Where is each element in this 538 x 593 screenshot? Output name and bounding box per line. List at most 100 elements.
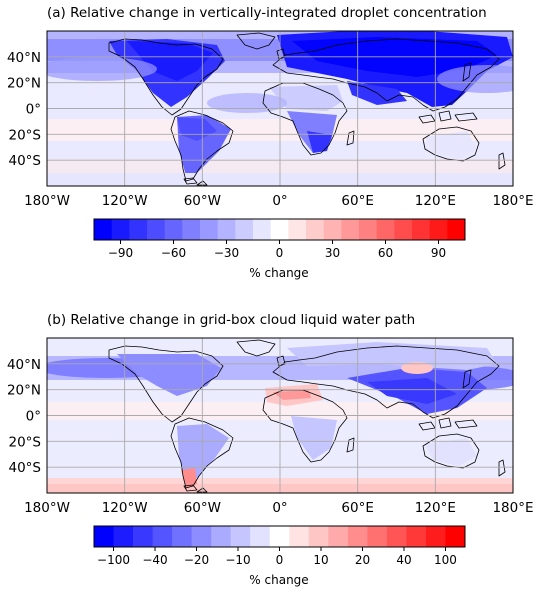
panel-a-colorbar-swatch: [164, 219, 183, 240]
panel-b-colorbar-tick-label: −40: [142, 553, 167, 567]
panel-b-colorbar-tick-label: 40: [396, 553, 411, 567]
panel-b-colorbar-swatch: [191, 526, 212, 547]
panel-b-y-tick-label: 20°N: [7, 383, 41, 399]
panel-b-colorbar-tick-label: 20: [355, 553, 370, 567]
panel-a-y-tick-label: 40°S: [9, 153, 42, 169]
panel-b-colorbar-tick-label: −10: [225, 553, 250, 567]
panel-b-y-tick-label: 20°S: [9, 434, 42, 450]
panel-a-x-tick-label: 120°E: [415, 193, 456, 209]
panel-a-x-tick-label: 180°E: [492, 193, 533, 209]
panel-b-colorbar-swatch: [211, 526, 232, 547]
panel-b-title: (b) Relative change in grid-box cloud li…: [47, 312, 415, 328]
panel-b-colorbar-swatch: [308, 526, 329, 547]
panel-a-x-tick-label: 180°W: [24, 193, 70, 209]
panel-a-colorbar-tick-label: 60: [378, 246, 393, 260]
panel-a-x-tick-label: 60°E: [341, 193, 373, 209]
panel-a-colorbar-label: % change: [249, 266, 308, 280]
panel-a: (a) Relative change in vertically-integr…: [7, 5, 534, 280]
panel-b-colorbar-swatch: [386, 526, 407, 547]
panel-b-colorbar: [93, 525, 466, 548]
panel-a-colorbar-ticks: −90 −60 −30 0 30 60 90: [108, 240, 446, 260]
panel-b-colorbar-swatch: [289, 526, 310, 547]
panel-b-y-tick-label: 40°S: [9, 460, 42, 476]
panel-b-map: [47, 338, 513, 493]
panel-a-colorbar-swatch: [341, 219, 360, 240]
panel-b-colorbar-swatch: [269, 526, 290, 547]
panel-b-colorbar-tick-label: 10: [313, 553, 328, 567]
panel-a-colorbar-swatch: [288, 219, 307, 240]
panel-a-colorbar-swatch: [94, 219, 113, 240]
panel-a-y-tick-label: 20°S: [9, 127, 42, 143]
panel-a-y-axis: 40°N 20°N 0° 20°S 40°S: [7, 50, 41, 169]
panel-a-colorbar-swatch: [147, 219, 166, 240]
panel-a-y-tick-label: 20°N: [7, 76, 41, 92]
panel-a-colorbar-swatch: [394, 219, 413, 240]
panel-a-colorbar-swatch: [111, 219, 130, 240]
panel-b-x-tick-label: 60°E: [341, 500, 373, 516]
panel-a-colorbar-tick-label: 90: [431, 246, 446, 260]
panel-b-frame: [46, 337, 514, 494]
panel-b-colorbar-tick-label: 0: [276, 553, 284, 567]
panel-b-x-tick-label: 120°W: [102, 500, 148, 516]
panel-b-x-tick-label: 120°E: [415, 500, 456, 516]
panel-b-colorbar-swatch: [152, 526, 173, 547]
panel-b-colorbar-swatch: [328, 526, 349, 547]
panel-a-x-tick-label: 120°W: [102, 193, 148, 209]
panel-a-colorbar-swatch: [412, 219, 431, 240]
panel-a-colorbar-swatch: [429, 219, 448, 240]
panel-a-colorbar-swatch: [200, 219, 219, 240]
panel-b-x-tick-label: 0°: [272, 500, 287, 516]
panel-a-frame: [46, 30, 514, 187]
panel-a-colorbar-tick-label: −90: [108, 246, 133, 260]
panel-a-colorbar-swatch: [323, 219, 342, 240]
panel-a-colorbar-swatch: [182, 219, 201, 240]
panel-b-colorbar-tick-label: 100: [434, 553, 457, 567]
panel-a-y-tick-label: 40°N: [7, 50, 41, 66]
panel-b-colorbar-swatch: [133, 526, 153, 547]
panel-a-colorbar-swatch: [270, 219, 289, 240]
panel-a-colorbar-tick-label: 30: [325, 246, 340, 260]
panel-a-gridlines: [47, 31, 513, 186]
panel-b-x-tick-label: 180°E: [492, 500, 533, 516]
panel-b-colorbar-swatch: [172, 526, 193, 547]
panel-a-colorbar-swatch: [359, 219, 378, 240]
panel-b-colorbar-tick-label: −20: [184, 553, 209, 567]
panel-b-gridlines: [47, 338, 513, 493]
panel-b-colorbar-swatch: [230, 526, 251, 547]
panel-b-colorbar-swatch: [406, 526, 427, 547]
panel-b-y-tick-label: 40°N: [7, 357, 41, 373]
panel-a-x-axis: 180°W 120°W 60°W 0° 60°E 120°E 180°E: [24, 193, 533, 209]
panel-b-colorbar-label: % change: [249, 573, 308, 587]
panel-b-colorbar-swatch: [94, 526, 114, 547]
panel-b-colorbar-swatch: [445, 526, 466, 547]
panel-b: (b) Relative change in grid-box cloud li…: [7, 312, 534, 587]
panel-b-colorbar-swatch: [347, 526, 368, 547]
panel-b-colorbar-swatch: [113, 526, 134, 547]
panel-a-title: (a) Relative change in vertically-integr…: [47, 5, 487, 21]
panel-a-colorbar-tick-label: −60: [161, 246, 186, 260]
panel-b-colorbar-tick-label: −100: [97, 553, 130, 567]
panel-a-x-tick-label: 60°W: [184, 193, 221, 209]
panel-a-colorbar-tick-label: 0: [276, 246, 284, 260]
panel-a-colorbar-tick-label: −30: [214, 246, 239, 260]
panel-a-colorbar-swatch: [235, 219, 254, 240]
panel-a-colorbar-swatch: [217, 219, 236, 240]
panel-a-colorbar: [93, 218, 466, 241]
panel-b-y-tick-label: 0°: [26, 409, 41, 425]
panel-a-colorbar-swatch: [253, 219, 272, 240]
panel-a-colorbar-swatch: [129, 219, 148, 240]
panel-a-y-tick-label: 0°: [26, 102, 41, 118]
panel-b-colorbar-swatch: [250, 526, 271, 547]
panel-a-map: [47, 31, 513, 186]
panel-b-x-axis: 180°W 120°W 60°W 0° 60°E 120°E 180°E: [24, 500, 533, 516]
panel-b-colorbar-ticks: −100 −40 −20 −10 0 10 20 40 100: [97, 547, 457, 567]
panel-b-colorbar-swatch: [425, 526, 446, 547]
panel-b-x-tick-label: 180°W: [24, 500, 70, 516]
panel-a-colorbar-swatch: [306, 219, 325, 240]
panel-b-y-axis: 40°N 20°N 0° 20°S 40°S: [7, 357, 41, 476]
panel-a-colorbar-swatch: [376, 219, 395, 240]
panel-a-colorbar-swatch: [447, 219, 466, 240]
panel-b-x-tick-label: 60°W: [184, 500, 221, 516]
panel-b-colorbar-swatch: [367, 526, 388, 547]
